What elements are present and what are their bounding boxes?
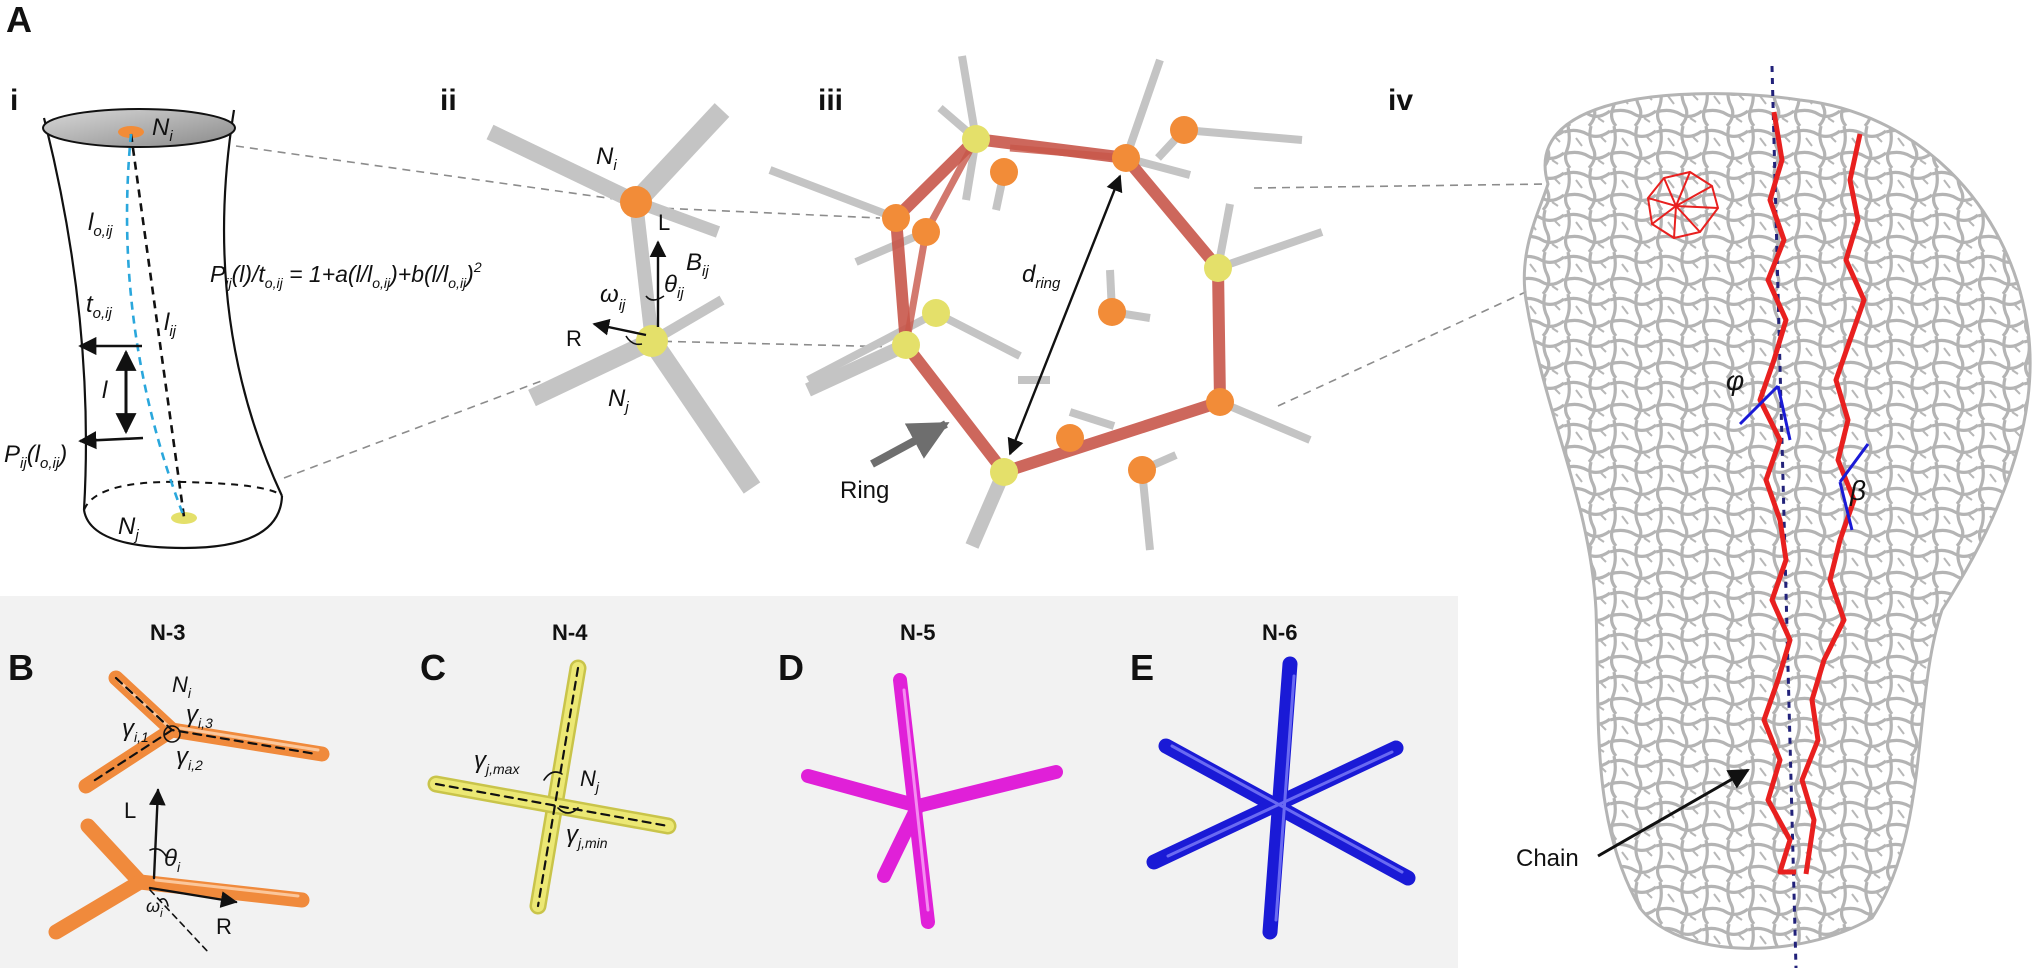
panel-label-iii: iii <box>818 84 843 117</box>
panel-label-b: B <box>8 647 34 688</box>
chain-pointer-arrow <box>1597 768 1750 858</box>
n6-title: N-6 <box>1262 620 1297 645</box>
bottom-band <box>0 596 1458 968</box>
n3-node-top <box>78 670 330 794</box>
n3-gamma3-label: γi,3 <box>186 701 213 731</box>
ring-diameter-arrow <box>1007 174 1123 456</box>
t0-label: to,ij <box>86 291 113 322</box>
lij-label: lij <box>164 309 177 340</box>
n3-gamma2-label: γi,2 <box>176 743 203 773</box>
p-label: Pij(lo,ij) <box>4 441 67 472</box>
n5-title: N-5 <box>900 620 935 645</box>
joint-ni-label: Ni <box>596 143 617 174</box>
joint-diagram <box>486 103 761 494</box>
n3-l-label: L <box>124 798 136 823</box>
n3-omega-label: ωi <box>146 896 163 920</box>
phi-label: φ <box>1726 365 1744 396</box>
ring-diameter-label: dring <box>1022 261 1061 292</box>
l0-label: lo,ij <box>88 209 113 240</box>
joint-node-nj <box>636 325 668 357</box>
n5-node <box>801 673 1063 929</box>
beta-label: β <box>1849 475 1866 506</box>
panel-label-i: i <box>10 84 18 117</box>
panel-label-d: D <box>778 647 804 688</box>
joint-r-label: R <box>566 326 582 351</box>
n4-gmax-label: γj,max <box>474 747 520 777</box>
n3-gamma1-label: γi,1 <box>122 715 149 745</box>
strut-curved-axis <box>125 133 186 518</box>
network-mesh <box>1522 92 2032 950</box>
n4-gmin-label: γj,min <box>566 821 608 851</box>
mini-ring <box>1646 170 1720 240</box>
ring-pointer-arrow <box>870 420 950 468</box>
l-label: l <box>102 377 108 404</box>
node-nj-marker <box>171 512 197 524</box>
n4-nj-label: Nj <box>580 766 600 795</box>
panel-label-c: C <box>420 647 446 688</box>
joint-node-ni <box>620 186 652 218</box>
n3-title: N-3 <box>150 620 185 645</box>
joint-b-label: Bij <box>686 249 709 280</box>
ring-label: Ring <box>840 477 889 504</box>
node-ni-marker <box>118 126 144 138</box>
panel-label-e: E <box>1130 647 1154 688</box>
strut-nj-label: Nj <box>118 513 139 544</box>
joint-omega-label: ωij <box>600 281 626 314</box>
joint-nj-label: Nj <box>608 385 629 416</box>
n6-node <box>1146 656 1416 940</box>
strut-chord <box>129 133 186 518</box>
panel-label-iv: iv <box>1388 84 1413 117</box>
panel-label-ii: ii <box>440 84 457 117</box>
strut-ni-label: Ni <box>152 114 173 145</box>
joint-l-label: L <box>658 210 670 235</box>
n4-node <box>427 659 677 915</box>
zoom-connectors <box>235 145 1549 479</box>
chain-b <box>1799 133 1867 875</box>
n3-ni-label: Ni <box>172 672 192 701</box>
n4-title: N-4 <box>552 620 588 645</box>
n3-node-bottom <box>48 788 310 955</box>
angle-markers <box>1738 384 1870 531</box>
joint-theta-label: θij <box>664 271 684 302</box>
strut-diagram <box>42 108 284 550</box>
chain-a <box>1757 111 1796 875</box>
chain-label: Chain <box>1516 845 1579 872</box>
n3-theta-label: θi <box>164 845 181 875</box>
panel-label-a: A <box>6 0 32 40</box>
ring-diagram <box>768 55 1324 551</box>
n3-r-label: R <box>216 914 232 939</box>
network-diagram <box>1522 65 2032 968</box>
strut-equation: Pij(l)/to,ij = 1+a(l/lo,ij)+b(l/lo,ij)2 <box>210 259 482 291</box>
